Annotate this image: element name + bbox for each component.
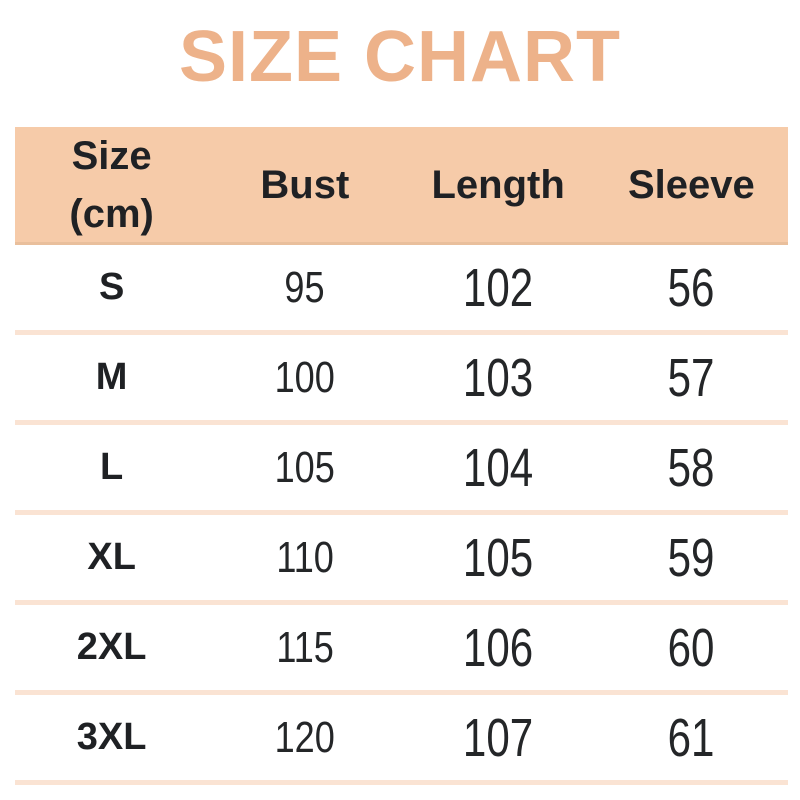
sleeve-value: 56 [595, 245, 788, 330]
column-header-bust: Bust [260, 163, 350, 207]
length-value: 107 [402, 695, 595, 780]
length-number: 105 [462, 527, 534, 588]
length-value: 106 [402, 605, 595, 690]
table-header-row: Size (cm) Bust Length Sleeve [15, 127, 788, 245]
size-value: XL [87, 536, 136, 578]
size-value: S [98, 266, 125, 308]
table-row-3xl: 3XL 120 107 61 [15, 695, 788, 785]
column-header-sleeve: Sleeve [627, 163, 755, 207]
bust-value: 105 [208, 425, 401, 510]
size-chart-table: Size (cm) Bust Length Sleeve S 95 102 56… [15, 127, 788, 785]
sleeve-number: 58 [667, 437, 715, 498]
bust-value: 115 [208, 605, 401, 690]
table-row-s: S 95 102 56 [15, 245, 788, 335]
sleeve-number: 60 [667, 617, 715, 678]
bust-value: 100 [208, 335, 401, 420]
bust-number: 100 [274, 352, 335, 402]
bust-number: 115 [276, 622, 334, 672]
sleeve-value: 57 [595, 335, 788, 420]
length-value: 105 [402, 515, 595, 600]
column-header-size-line1: Size [71, 134, 152, 178]
sleeve-value: 60 [595, 605, 788, 690]
bust-value: 95 [208, 245, 401, 330]
length-number: 102 [462, 257, 534, 318]
bust-number: 95 [284, 262, 325, 312]
table-row-l: L 105 104 58 [15, 425, 788, 515]
length-number: 104 [462, 437, 534, 498]
bust-number: 105 [274, 442, 335, 492]
sleeve-value: 59 [595, 515, 788, 600]
length-value: 104 [402, 425, 595, 510]
table-row-m: M 100 103 57 [15, 335, 788, 425]
size-value: L [100, 446, 124, 488]
table-row-xl: XL 110 105 59 [15, 515, 788, 605]
bust-number: 120 [274, 712, 335, 762]
length-number: 107 [462, 707, 534, 768]
sleeve-number: 61 [667, 707, 715, 768]
page-title: SIZE CHART [179, 16, 621, 97]
length-value: 102 [402, 245, 595, 330]
length-number: 106 [462, 617, 534, 678]
sleeve-number: 59 [667, 527, 715, 588]
length-value: 103 [402, 335, 595, 420]
table-row-2xl: 2XL 115 106 60 [15, 605, 788, 695]
sleeve-value: 58 [595, 425, 788, 510]
bust-value: 120 [208, 695, 401, 780]
sleeve-value: 61 [595, 695, 788, 780]
column-header-size-line2: (cm) [69, 192, 154, 236]
column-header-length: Length [431, 163, 565, 207]
bust-number: 110 [276, 532, 334, 582]
length-number: 103 [462, 347, 534, 408]
size-value: 3XL [76, 716, 147, 758]
sleeve-number: 56 [667, 257, 715, 318]
size-value: 2XL [76, 626, 147, 668]
sleeve-number: 57 [667, 347, 715, 408]
bust-value: 110 [208, 515, 401, 600]
size-value: M [95, 356, 128, 398]
column-header-size: Size (cm) [15, 127, 208, 243]
